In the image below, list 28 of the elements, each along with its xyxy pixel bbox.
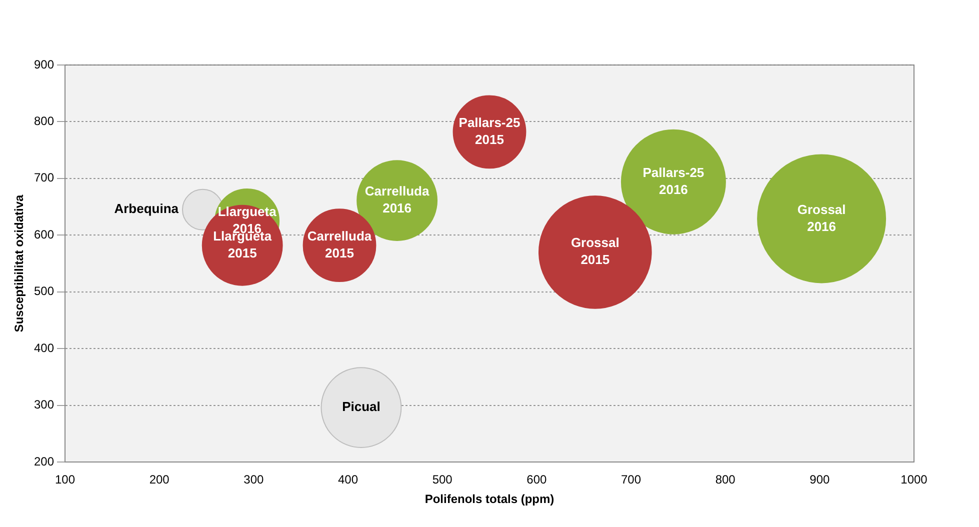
x-axis-title: Polifenols totals (ppm) xyxy=(424,492,554,506)
x-tick-label: 400 xyxy=(338,472,358,487)
series-label: Arbequina xyxy=(114,201,180,216)
y-tick-label: 300 xyxy=(34,398,54,412)
x-tick-label: 600 xyxy=(526,472,547,487)
x-tick-label: 300 xyxy=(244,472,264,487)
series-label: Picual xyxy=(342,399,380,414)
y-tick-label: 700 xyxy=(34,170,54,185)
y-tick-label: 900 xyxy=(34,57,54,72)
y-axis-title: Susceptibilitat oxidativa xyxy=(12,194,26,332)
y-tick-label: 800 xyxy=(34,114,54,128)
x-tick-label: 1000 xyxy=(900,472,928,487)
y-tick-label: 200 xyxy=(34,454,54,468)
series-label: Grossal 2016 xyxy=(797,202,846,234)
series-label: Pallars-25 2016 xyxy=(642,164,704,197)
series-label: Pallars-25 2015 xyxy=(458,115,520,147)
x-tick-label: 800 xyxy=(715,472,736,487)
x-tick-label: 700 xyxy=(620,472,642,487)
x-tick-label: 500 xyxy=(432,472,453,487)
x-tick-label: 200 xyxy=(149,472,170,487)
series-label: Grossal 2015 xyxy=(570,235,620,268)
series-label: Carrelluda 2015 xyxy=(307,228,372,260)
y-tick-label: 400 xyxy=(34,340,54,355)
series-label: Carrelluda 2016 xyxy=(364,184,430,216)
x-tick-label: 100 xyxy=(54,472,76,487)
x-tick-label: 900 xyxy=(810,472,830,487)
y-tick-label: 500 xyxy=(34,284,54,298)
y-tick-label: 600 xyxy=(34,227,54,242)
